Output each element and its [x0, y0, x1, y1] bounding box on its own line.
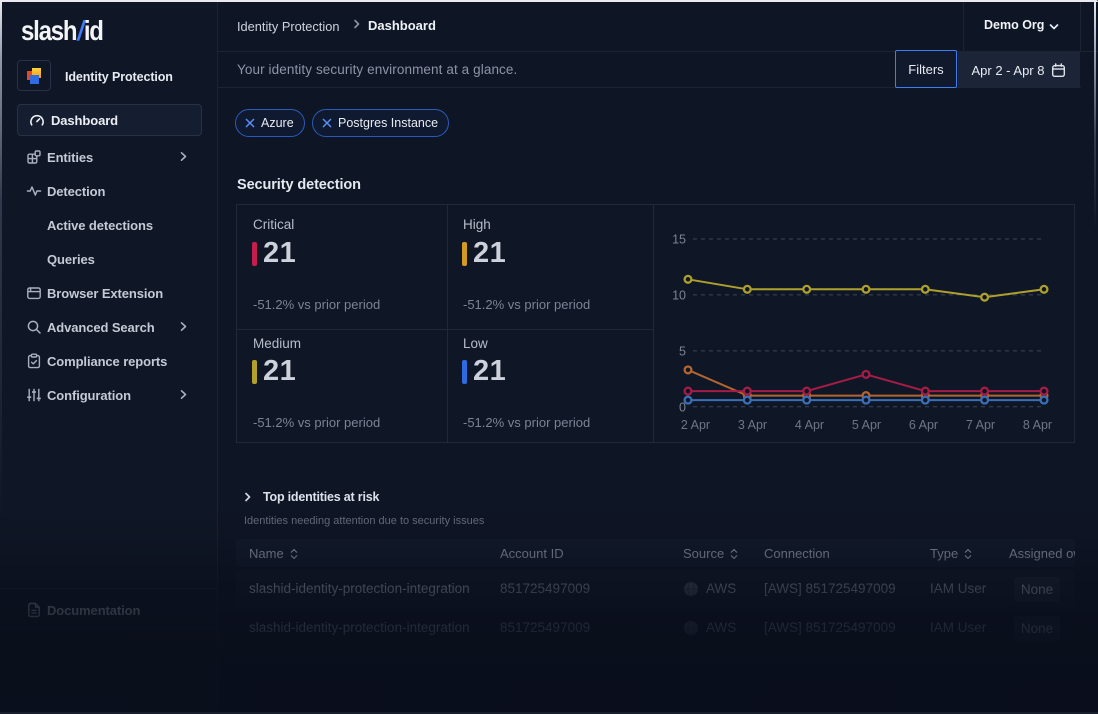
svg-text:10: 10	[672, 288, 686, 302]
svg-text:5: 5	[679, 344, 686, 358]
svg-text:15: 15	[672, 233, 686, 247]
svg-text:3 Apr: 3 Apr	[738, 418, 767, 432]
svg-text:7 Apr: 7 Apr	[966, 418, 995, 432]
svg-text:4 Apr: 4 Apr	[795, 418, 824, 432]
svg-text:6 Apr: 6 Apr	[909, 418, 938, 432]
svg-text:2 Apr: 2 Apr	[681, 418, 710, 432]
svg-text:5 Apr: 5 Apr	[852, 418, 881, 432]
svg-text:8 Apr: 8 Apr	[1023, 418, 1052, 432]
